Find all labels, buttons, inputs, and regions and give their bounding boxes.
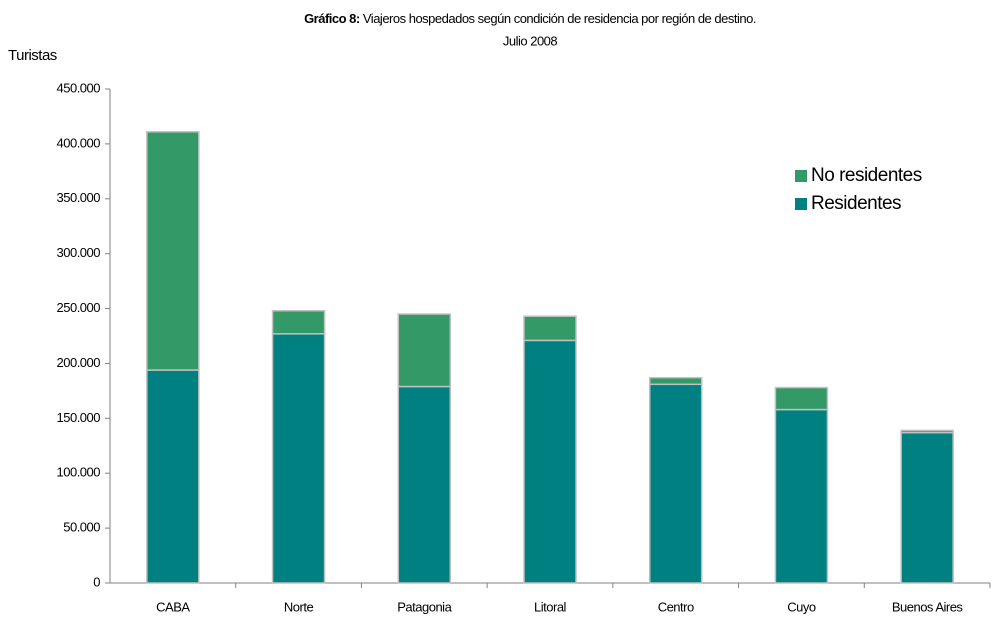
bar-segment — [774, 386, 829, 411]
bar-segment — [648, 376, 703, 386]
bar-segment — [146, 369, 200, 584]
title-text: Viajeros hospedados según condición de r… — [363, 11, 756, 26]
x-tick-label: Cuyo — [787, 599, 816, 614]
bar-segment — [900, 431, 954, 584]
bar-segment — [648, 383, 703, 584]
legend-label: No residentes — [811, 165, 922, 186]
bar-segment — [271, 333, 326, 584]
y-tick-label: 0 — [93, 574, 100, 589]
y-tick-label: 450.000 — [57, 80, 101, 95]
bar-segment — [523, 315, 577, 342]
chart-subtitle: Julio 2008 — [503, 33, 558, 48]
bar-segment — [523, 339, 577, 584]
bar-segment — [271, 310, 326, 335]
bar-segment — [397, 385, 452, 584]
x-tick-label: Patagonia — [397, 599, 452, 614]
title-label: Gráfico 8: — [304, 11, 360, 26]
legend-label: Residentes — [811, 193, 901, 214]
y-tick-label: 400.000 — [57, 135, 101, 150]
y-tick-label: 350.000 — [57, 190, 101, 205]
bar-segment — [397, 313, 452, 388]
y-tick-label: 50.000 — [63, 520, 100, 535]
y-tick-label: 200.000 — [57, 355, 101, 370]
bar-segment — [146, 131, 200, 371]
y-tick-label: 300.000 — [57, 245, 101, 260]
bar-segment — [774, 408, 829, 584]
chart-title: Gráfico 8: Viajeros hospedados según con… — [304, 11, 756, 26]
x-tick-label: Buenos Aires — [892, 599, 964, 614]
x-tick-label: Centro — [658, 599, 694, 614]
x-tick-label: Norte — [284, 599, 314, 614]
y-tick-label: 100.000 — [57, 465, 101, 480]
y-axis-label: Turistas — [8, 47, 57, 64]
y-tick-label: 150.000 — [57, 410, 101, 425]
bar-segment — [900, 429, 954, 434]
legend-swatch — [795, 198, 807, 210]
x-tick-label: Litoral — [534, 599, 567, 614]
legend-swatch — [795, 170, 807, 182]
x-tick-label: CABA — [156, 599, 190, 614]
y-tick-label: 250.000 — [57, 300, 101, 315]
